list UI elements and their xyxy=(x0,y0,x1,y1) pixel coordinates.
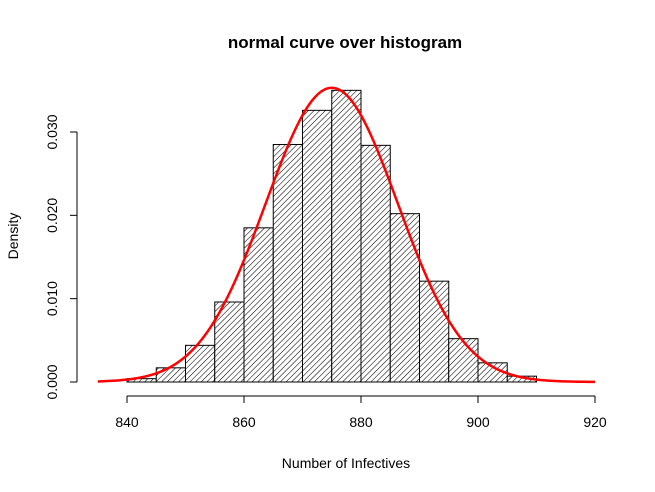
x-tick-label: 880 xyxy=(349,414,373,430)
chart-title: normal curve over histogram xyxy=(228,33,462,52)
y-tick-label: 0.000 xyxy=(44,364,60,399)
histogram-bar xyxy=(389,213,420,383)
y-tick-label: 0.010 xyxy=(44,281,60,316)
x-tick-label: 860 xyxy=(232,414,256,430)
x-axis: 840 860 880 900 920 xyxy=(115,395,607,430)
y-axis: 0.000 0.010 0.020 0.030 xyxy=(44,114,78,400)
histogram-bar xyxy=(419,280,450,383)
histogram-bar xyxy=(331,89,362,383)
histogram-bar xyxy=(214,301,245,383)
histogram-bar xyxy=(360,144,391,383)
y-tick-label: 0.030 xyxy=(44,114,60,149)
histogram-bars xyxy=(126,89,537,383)
x-tick-label: 900 xyxy=(466,414,490,430)
y-tick-label: 0.020 xyxy=(44,198,60,233)
histogram-bar xyxy=(272,144,303,383)
histogram-bar xyxy=(302,109,333,383)
normal-curve xyxy=(97,86,596,384)
y-axis-label: Density xyxy=(5,213,21,260)
x-tick-label: 920 xyxy=(583,414,607,430)
x-axis-label: Number of Infectives xyxy=(282,455,410,471)
histogram-bar xyxy=(448,338,479,383)
histogram-bar xyxy=(155,367,186,383)
x-tick-label: 840 xyxy=(115,414,139,430)
